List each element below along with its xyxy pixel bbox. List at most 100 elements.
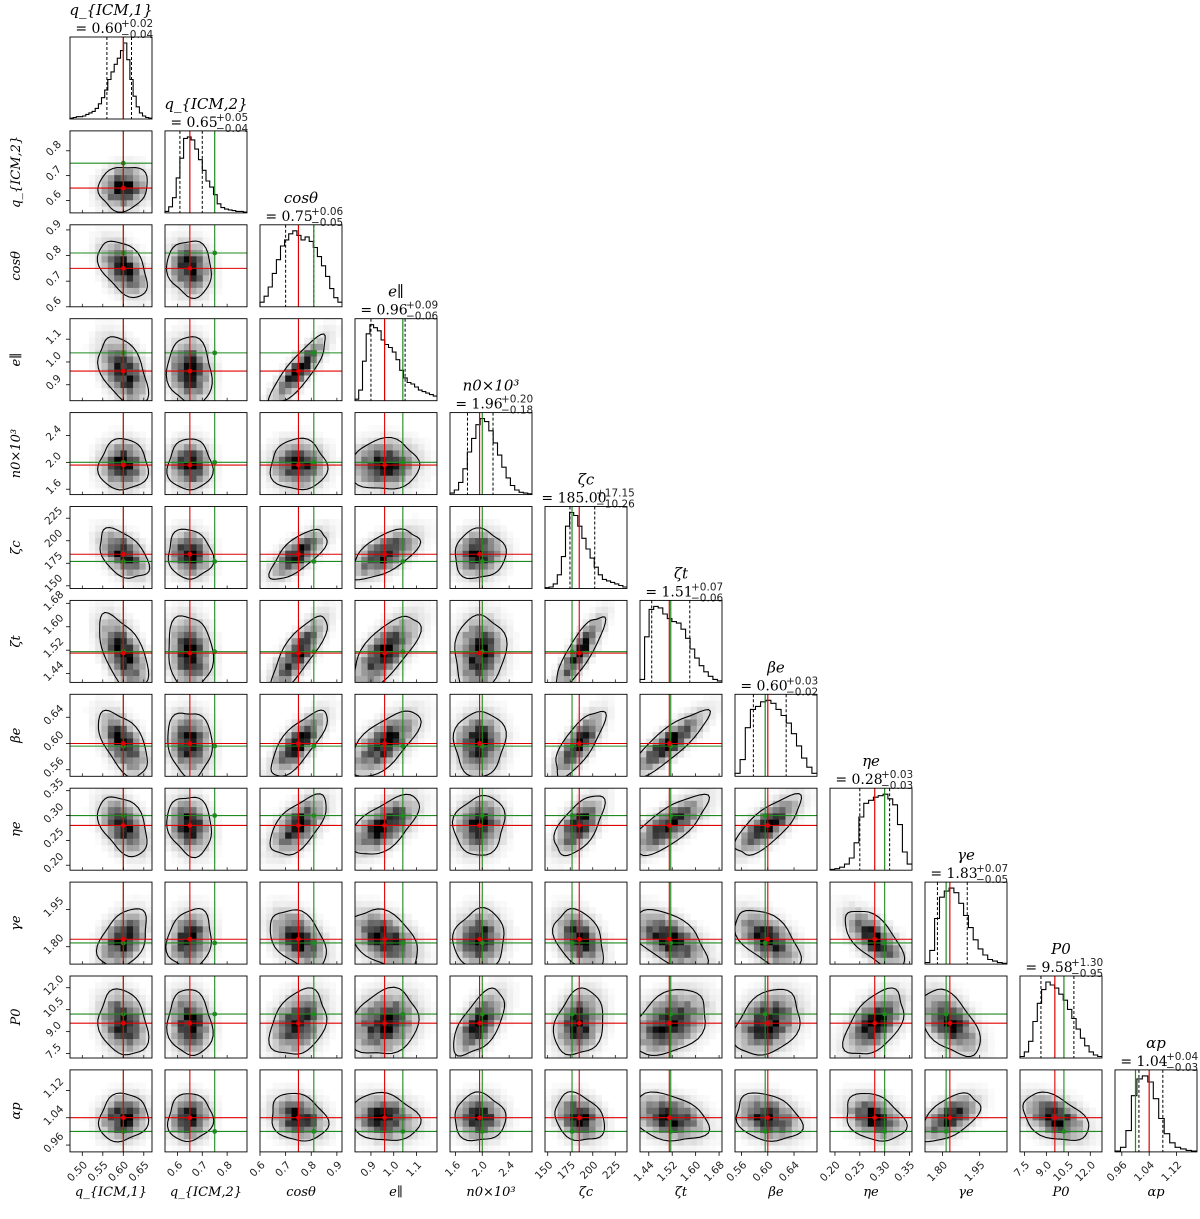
median-point (477, 1115, 482, 1121)
truth-point (569, 813, 575, 818)
y-tick-label: 1.80 (41, 932, 66, 957)
panel-frame (639, 599, 723, 683)
median-point (576, 741, 582, 746)
panel-frame (639, 787, 723, 871)
param-title: q_{ICM,1} (69, 1, 152, 19)
hist-panel-7: ζt = 1.51+0.07−0.06 (639, 564, 723, 683)
histogram-curve (259, 230, 342, 307)
x-axis-label: ζc (579, 1185, 594, 1200)
histogram-curve (829, 793, 912, 871)
x-tick-label: 1.12 (1159, 1159, 1184, 1184)
panel-frame (69, 599, 153, 683)
panel-frame (69, 693, 153, 777)
scatter-panel-7-5 (449, 599, 533, 683)
scatter-panel-11-8 (734, 975, 818, 1059)
param-value: = 0.60 (75, 21, 122, 37)
median-point (765, 1115, 771, 1121)
x-tick-label: 0.60 (751, 1159, 776, 1184)
median-point (947, 1020, 953, 1026)
truth-point (569, 743, 575, 749)
param-err-plus: +1.30 (1071, 957, 1103, 969)
median-point (187, 551, 193, 557)
contour (452, 907, 505, 965)
param-err-plus: +0.04 (1166, 1051, 1198, 1063)
median-point (120, 265, 126, 271)
median-point (872, 1020, 878, 1026)
contour (640, 989, 706, 1056)
panel-frame (829, 787, 913, 871)
scatter-panel-9-6 (544, 787, 628, 871)
param-err-minus: −0.02 (786, 686, 818, 698)
truth-point (212, 559, 218, 564)
scatter-panel-7-6 (544, 599, 628, 683)
median-point (296, 650, 301, 656)
x-tick-label: 1.95 (962, 1159, 987, 1184)
median-point (477, 551, 482, 557)
y-tick-label: 200 (43, 527, 66, 550)
param-value: = 9.58 (1025, 960, 1072, 976)
x-axis-label: βe (767, 1185, 784, 1200)
param-err-minus: −0.06 (691, 592, 723, 604)
truth-point (311, 459, 317, 465)
density-bins (260, 600, 342, 683)
median-point (296, 551, 301, 557)
median-point (765, 1020, 771, 1026)
median-point (477, 936, 482, 942)
contour (454, 527, 507, 580)
y-tick-label: 2.4 (44, 423, 65, 444)
contour (168, 615, 215, 683)
median-point (120, 551, 126, 557)
param-value: = 1.83 (930, 866, 977, 882)
y-tick-label: 1.52 (41, 636, 66, 661)
param-err-plus: +0.06 (311, 206, 343, 218)
panel-frame (259, 975, 343, 1059)
contour (97, 336, 150, 401)
truth-point (400, 813, 406, 818)
param-err-plus: +0.07 (976, 863, 1008, 875)
panel-frame (69, 318, 153, 402)
panel-frame (639, 881, 723, 965)
truth-point (212, 1011, 218, 1017)
param-err-plus: +17.15 (596, 488, 635, 500)
density-bins (165, 694, 223, 777)
panel-frame (544, 693, 628, 777)
y-axis-label: βe (9, 727, 24, 744)
contour (268, 987, 328, 1055)
scatter-panel-6-3 (259, 506, 343, 589)
param-err-plus: +0.02 (121, 18, 153, 30)
panel-frame (354, 693, 438, 777)
scatter-panel-7-2 (164, 599, 248, 683)
y-tick-label: 1.0 (44, 350, 64, 370)
y-tick-label: 10.5 (41, 995, 66, 1020)
param-title: αp (1146, 1034, 1166, 1052)
contour (99, 526, 151, 579)
x-tick-label: 10.5 (1051, 1159, 1076, 1184)
scatter-panel-8-5 (449, 693, 533, 777)
contour (355, 908, 418, 965)
scatter-panel-5-1: 1.6 2.0 2.4 n0×10³ (9, 412, 153, 497)
median-point (382, 823, 388, 828)
scatter-panel-9-2 (164, 787, 248, 871)
x-tick-label: 1.04 (1132, 1159, 1157, 1184)
median-point (296, 368, 301, 374)
scatter-panel-12-9: 0.20 0.25 0.30 0.35 ηe (818, 1069, 917, 1200)
y-tick-label: 0.25 (41, 826, 66, 851)
param-title: γe (957, 846, 975, 864)
y-axis-label: cosθ (9, 251, 24, 281)
panel-frame (354, 787, 438, 871)
median-point (765, 823, 771, 828)
median-point (576, 1020, 582, 1026)
y-tick-label: 0.9 (44, 218, 64, 238)
y-tick-label: 0.6 (44, 294, 65, 315)
param-value: = 0.65 (170, 115, 217, 131)
y-tick-label: 1.04 (41, 1103, 66, 1128)
contour (553, 795, 606, 857)
panel-frame (69, 787, 153, 871)
panel-frame (1019, 975, 1103, 1059)
param-err-plus: +0.09 (406, 300, 438, 312)
param-title: P0 (1050, 940, 1071, 958)
panel-frame (164, 506, 248, 589)
panel-frame (164, 787, 248, 871)
y-tick-label: 0.35 (41, 776, 66, 801)
truth-point (311, 350, 317, 356)
